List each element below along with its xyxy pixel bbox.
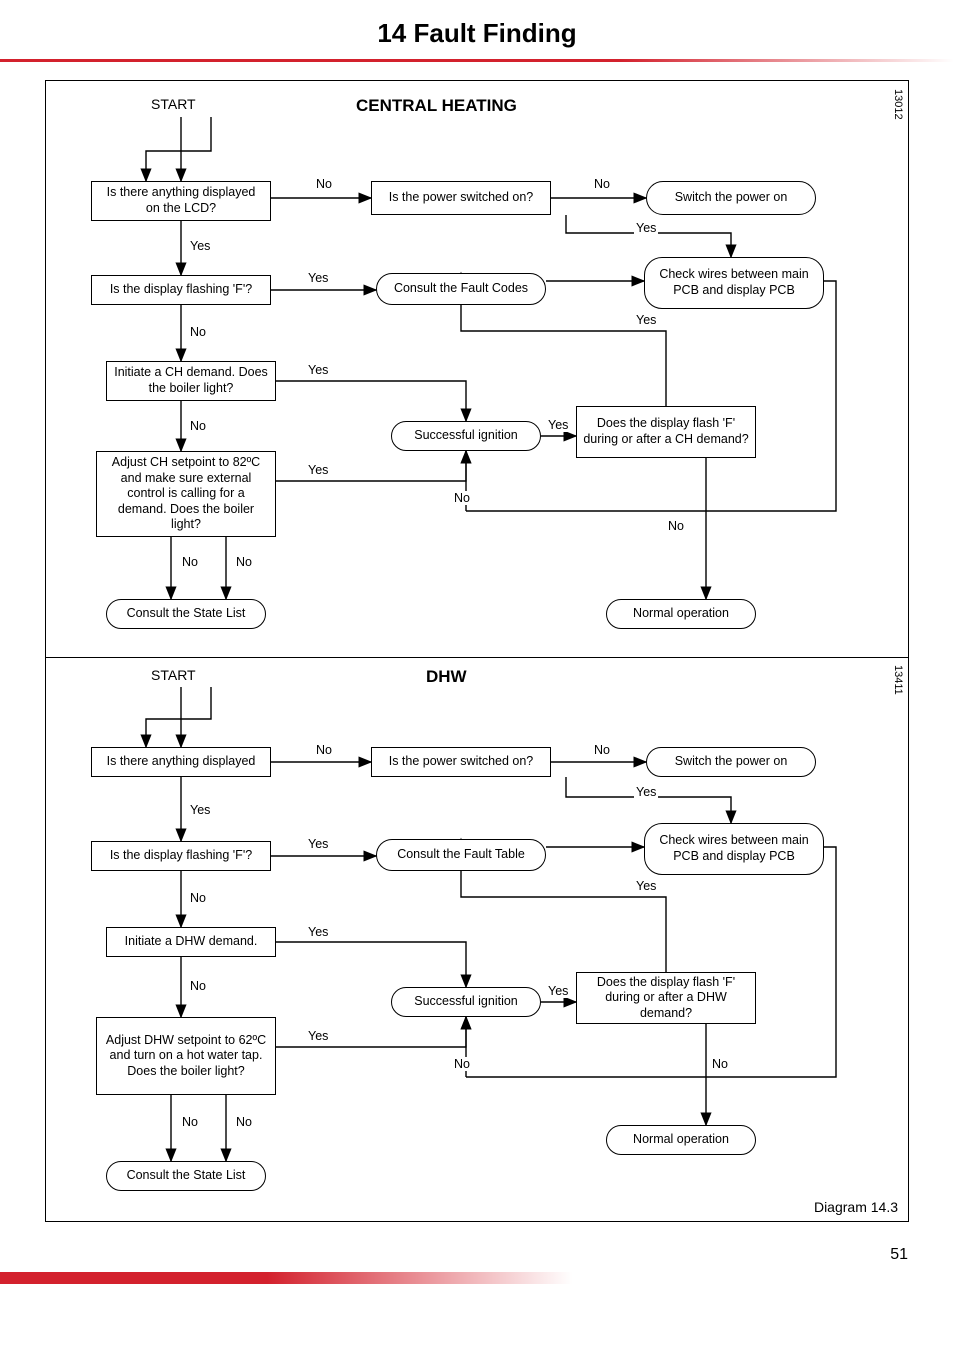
edge-label: No [710,1057,730,1071]
central-heating-flowchart: START CENTRAL HEATING 13012 Is there any… [46,81,908,657]
node-normal: Normal operation [606,599,756,629]
edge-9 [276,381,466,421]
node-switchon: Switch the power on [646,747,816,777]
node-normal: Normal operation [606,1125,756,1155]
node-wires: Check wires between main PCB and display… [644,257,824,309]
edge-label: Yes [306,925,330,939]
edge-label: No [180,555,200,569]
edge-9 [276,942,466,987]
edge-label: No [592,743,612,757]
edge-label: No [180,1115,200,1129]
edge-label: No [188,979,208,993]
edge-label: No [188,325,208,339]
node-ignite: Successful ignition [391,987,541,1017]
edge-label: Yes [634,879,658,893]
edge-label: Yes [188,239,212,253]
node-state: Consult the State List [106,1161,266,1191]
page-number: 51 [0,1232,954,1272]
edge-label: No [314,743,334,757]
node-flashF: Is the display flashing 'F'? [91,841,271,871]
dhw-flowchart: START DHW 13411 Is there anything displa… [46,657,908,1213]
edge-label: No [314,177,334,191]
node-power: Is the power switched on? [371,747,551,777]
node-initCH: Initiate a CH demand. Does the boiler li… [106,361,276,401]
edge-1 [146,117,211,181]
edge-13 [276,451,466,481]
node-adjust: Adjust DHW setpoint to 62ºC and turn on … [96,1017,276,1095]
edge-label: No [452,491,472,505]
node-wires: Check wires between main PCB and display… [644,823,824,875]
section-title-dhw: DHW [426,667,467,687]
node-adjust: Adjust CH setpoint to 82ºC and make sure… [96,451,276,537]
footer-rule [0,1272,954,1284]
title-rule [0,59,954,62]
edge-label: No [188,891,208,905]
page-title: 14 Fault Finding [0,0,954,59]
edge-label: Yes [306,463,330,477]
node-consultF: Consult the Fault Codes [376,273,546,305]
edge-1 [146,687,211,747]
edge-label: Yes [634,221,658,235]
node-initDHW: Initiate a DHW demand. [106,927,276,957]
node-power: Is the power switched on? [371,181,551,215]
edge-label: No [234,1115,254,1129]
edge-label: No [188,419,208,433]
edge-label: No [592,177,612,191]
edge-label: No [234,555,254,569]
edge-label: Yes [634,313,658,327]
edge-label: Yes [306,1029,330,1043]
edge-label: Yes [306,837,330,851]
doc-code-ch: 13012 [892,89,904,120]
start-label-ch: START [151,96,196,112]
node-state: Consult the State List [106,599,266,629]
start-label-dhw: START [151,667,196,683]
edge-label: Yes [546,984,570,998]
diagram-caption: Diagram 14.3 [814,1199,898,1215]
node-consultF: Consult the Fault Table [376,839,546,871]
edge-label: Yes [306,271,330,285]
edge-label: Yes [188,803,212,817]
node-ignite: Successful ignition [391,421,541,451]
edge-13 [276,1017,466,1047]
doc-code-dhw: 13411 [892,665,904,695]
diagram-frame: START CENTRAL HEATING 13012 Is there any… [45,80,909,1222]
node-flashDHW: Does the display flash 'F' during or aft… [576,972,756,1024]
edge-label: Yes [546,418,570,432]
node-flashF: Is the display flashing 'F'? [91,275,271,305]
edge-4 [566,777,731,823]
edge-label: Yes [634,785,658,799]
edge-label: No [452,1057,472,1071]
edge-label: Yes [306,363,330,377]
node-flashCH: Does the display flash 'F' during or aft… [576,406,756,458]
node-lcd: Is there anything displayed on the LCD? [91,181,271,221]
section-title-ch: CENTRAL HEATING [356,96,517,116]
node-lcd: Is there anything displayed [91,747,271,777]
edge-label: No [666,519,686,533]
node-switchon: Switch the power on [646,181,816,215]
